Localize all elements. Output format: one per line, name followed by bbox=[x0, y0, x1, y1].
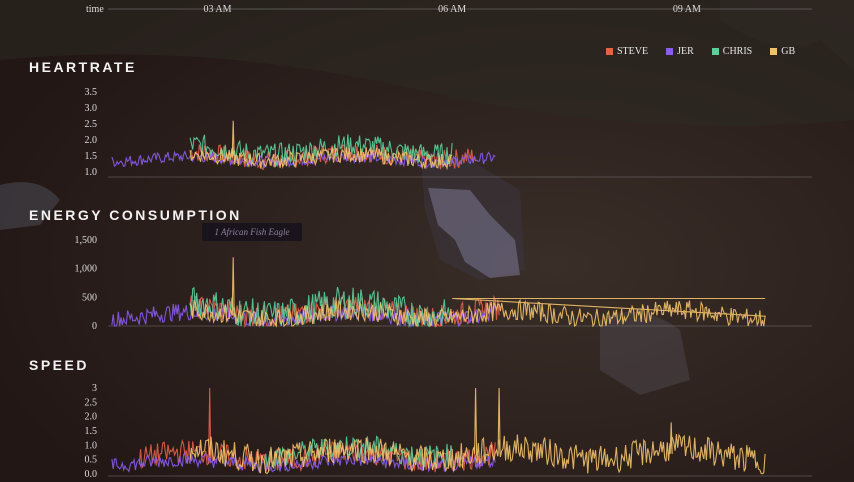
y-tick-label: 3.0 bbox=[85, 103, 98, 114]
y-tick-label: 500 bbox=[82, 292, 97, 303]
y-tick-label: 2.0 bbox=[85, 135, 98, 146]
legend-item-jer[interactable]: JER bbox=[666, 46, 694, 57]
speed-title: SPEED bbox=[29, 357, 89, 373]
legend-item-steve[interactable]: STEVE bbox=[606, 46, 648, 57]
y-tick-label: 0 bbox=[92, 321, 97, 332]
time-axis-label: time bbox=[86, 4, 104, 15]
y-tick-label: 2.5 bbox=[85, 397, 98, 408]
map-tooltip: 1 African Fish Eagle bbox=[202, 223, 302, 241]
legend-swatch-steve bbox=[606, 48, 613, 55]
energy-title: ENERGY CONSUMPTION bbox=[29, 207, 242, 223]
time-tick: 09 AM bbox=[673, 4, 701, 15]
legend-swatch-jer bbox=[666, 48, 674, 55]
y-tick-label: 1.0 bbox=[85, 440, 98, 451]
series-line-gb bbox=[189, 387, 766, 475]
chart-legend: STEVE JER CHRIS GB bbox=[606, 46, 795, 57]
series-line-chris bbox=[263, 435, 453, 469]
y-tick-label: 1,500 bbox=[75, 235, 98, 246]
legend-label-jer: JER bbox=[677, 46, 694, 57]
legend-label-gb: GB bbox=[781, 46, 796, 57]
y-tick-label: 1,000 bbox=[75, 264, 98, 275]
legend-item-gb[interactable]: GB bbox=[770, 46, 795, 57]
legend-swatch-gb bbox=[770, 48, 778, 55]
legend-label-steve: STEVE bbox=[617, 46, 649, 57]
y-tick-label: 1.5 bbox=[85, 426, 98, 437]
legend-item-chris[interactable]: CHRIS bbox=[711, 46, 753, 57]
legend-swatch-chris bbox=[711, 48, 719, 55]
y-tick-label: 2.5 bbox=[85, 119, 98, 130]
heartrate-title: HEARTRATE bbox=[29, 59, 137, 75]
y-tick-label: 3.5 bbox=[85, 87, 98, 98]
time-tick: 06 AM bbox=[438, 4, 466, 15]
series-line-gb bbox=[189, 257, 766, 328]
y-tick-label: 1.5 bbox=[85, 151, 98, 162]
y-tick-label: 2.0 bbox=[85, 412, 98, 423]
series-line-gb bbox=[189, 120, 453, 171]
y-tick-label: 0.5 bbox=[85, 455, 98, 466]
y-tick-label: 3 bbox=[92, 383, 97, 394]
y-tick-label: 1.0 bbox=[85, 167, 98, 178]
y-tick-label: 0.0 bbox=[85, 469, 98, 480]
legend-label-chris: CHRIS bbox=[722, 46, 753, 57]
time-tick: 03 AM bbox=[203, 4, 231, 15]
